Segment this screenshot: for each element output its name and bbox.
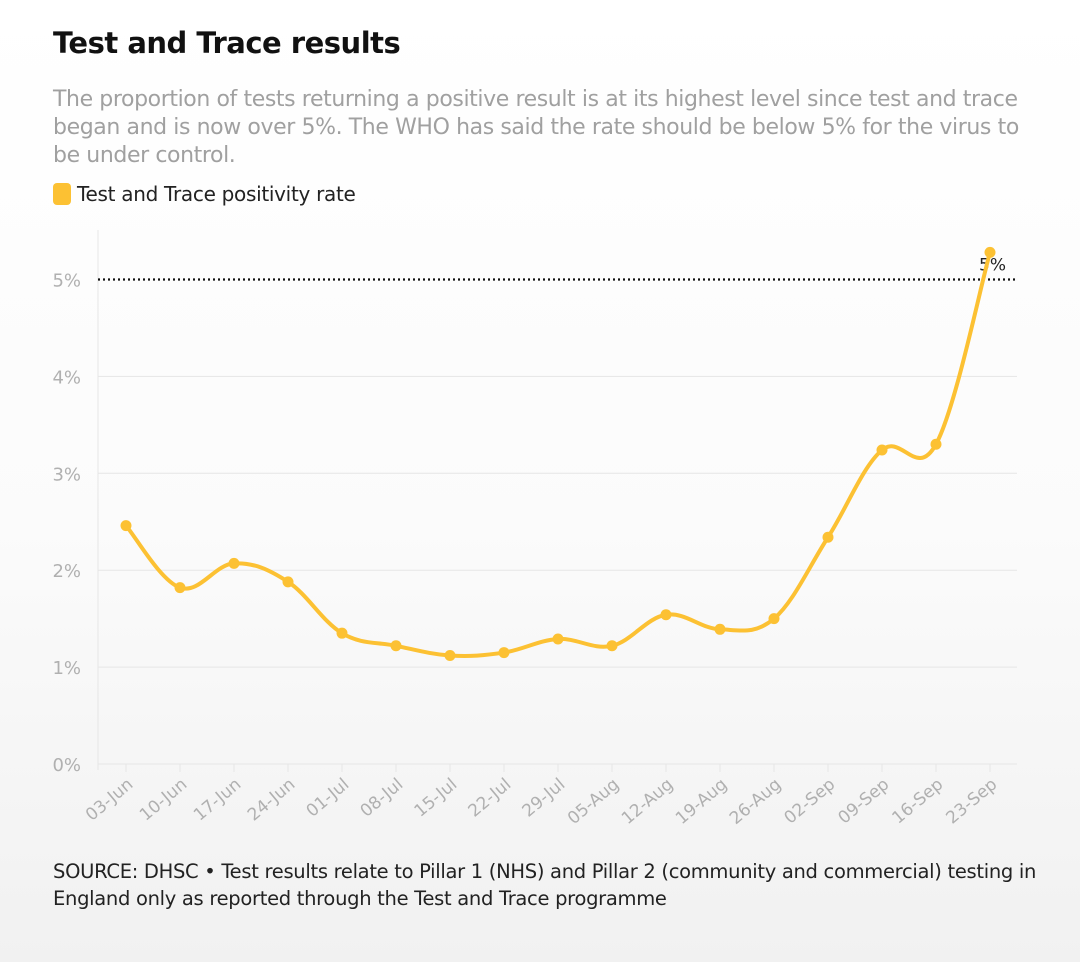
y-tick-label: 4% — [52, 367, 81, 388]
x-tick-label: 26-Aug — [726, 775, 785, 829]
x-tick-label: 17-Jun — [190, 775, 245, 826]
data-point — [174, 582, 186, 594]
x-tick-label: 19-Aug — [672, 775, 731, 829]
y-tick-label: 0% — [52, 755, 81, 776]
x-tick-label: 22-Jul — [465, 775, 516, 822]
source-note: SOURCE: DHSC • Test results relate to Pi… — [53, 860, 1037, 910]
legend-label: Test and Trace positivity rate — [77, 182, 356, 206]
data-point — [606, 640, 618, 652]
x-tick-label: 12-Aug — [618, 775, 677, 829]
data-point — [282, 576, 294, 588]
data-point — [498, 647, 510, 659]
chart-subtitle: The proportion of tests returning a posi… — [53, 87, 1019, 168]
x-tick-label: 29-Jul — [519, 775, 570, 822]
legend-swatch — [53, 183, 71, 205]
data-point — [120, 520, 132, 532]
data-point — [444, 649, 456, 661]
data-point — [876, 444, 888, 456]
series-line — [124, 250, 992, 658]
data-point — [714, 623, 726, 635]
y-tick-label: 5% — [52, 271, 81, 292]
data-point — [984, 246, 996, 258]
x-tick-label: 24-Jun — [244, 775, 299, 826]
y-tick-label: 2% — [52, 561, 81, 582]
x-tick-label: 08-Jul — [357, 775, 408, 822]
x-tick-label: 05-Aug — [564, 775, 623, 829]
x-tick-label: 16-Sep — [889, 775, 948, 829]
data-point — [552, 633, 564, 645]
x-tick-label: 03-Jun — [82, 775, 137, 826]
x-tick-label: 02-Sep — [781, 775, 840, 829]
data-point — [822, 531, 834, 543]
data-point — [228, 557, 240, 569]
x-tick-label: 01-Jul — [303, 775, 354, 822]
x-tick-label: 15-Jul — [411, 775, 462, 822]
data-point — [660, 609, 672, 621]
data-point — [336, 627, 348, 639]
x-tick-label: 10-Jun — [136, 775, 191, 826]
data-point — [768, 613, 780, 625]
y-tick-label: 3% — [52, 464, 81, 485]
chart-title: Test and Trace results — [53, 26, 401, 60]
data-point — [930, 438, 942, 450]
x-tick-label: 23-Sep — [943, 775, 1002, 829]
y-tick-label: 1% — [52, 658, 81, 679]
legend: Test and Trace positivity rate — [53, 182, 356, 206]
x-tick-label: 09-Sep — [835, 775, 894, 829]
data-point — [390, 640, 402, 652]
